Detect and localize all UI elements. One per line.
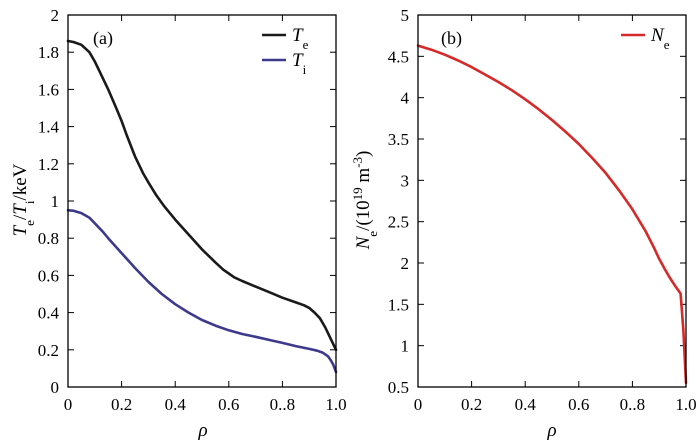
panel-a-y-tick-label: 0.6 bbox=[38, 266, 59, 285]
panel-b: 0 0.2 0.4 0.6 0..8 1.0 0.5 1 1.5 2 2.5 3 3.5 4 4.5 5 (b… bbox=[350, 6, 697, 441]
panel-b-y-tick-label: 5 bbox=[401, 6, 410, 25]
panel-b-y-tick-label: 0.5 bbox=[388, 378, 409, 397]
panel-b-x-axis-label: ρ bbox=[546, 420, 556, 441]
panel-b-y-tick-label: 3.5 bbox=[388, 130, 409, 149]
panel-a-y-tick-label: 2 bbox=[51, 6, 60, 25]
panel-b-y-tick-label: 3 bbox=[401, 171, 410, 190]
panel-b-y-tick-label: 1 bbox=[401, 337, 410, 356]
panel-a-y-tick-label: 1 bbox=[51, 192, 60, 211]
panel-b-x-tick-label: 1.0 bbox=[675, 395, 696, 414]
panel-a-y-tick-label: 1.6 bbox=[38, 80, 59, 99]
panel-a-y-tick-label: 1.2 bbox=[38, 155, 59, 174]
panel-b-x-tick-label: 0 bbox=[414, 395, 423, 414]
panel-b-x-tick-label: 0.4 bbox=[515, 395, 537, 414]
panel-b-x-tick-label: 0.2 bbox=[461, 395, 482, 414]
panel-a-x-axis-label: ρ bbox=[197, 420, 207, 441]
panel-b-ticks bbox=[417, 14, 687, 388]
panel-b-series-line-0 bbox=[416, 44, 688, 385]
panel-b-legend-label-0: Ne bbox=[650, 25, 670, 52]
panel-b-tick-labels: 0 0.2 0.4 0.6 0..8 1.0 0.5 1 1.5 2 2.5 3 3.5 4 4.5 5 bbox=[388, 6, 697, 414]
panel-b-y-axis-label: Ne/(1019 m-3) bbox=[350, 151, 380, 251]
panel-a-x-tick-label: 0.2 bbox=[111, 395, 132, 414]
panel-b-y-tick-label: 4 bbox=[401, 89, 410, 108]
panel-b-frame bbox=[417, 14, 687, 388]
panel-a-x-tick-label: 0.4 bbox=[165, 395, 187, 414]
panel-b-y-tick-label: 2.5 bbox=[388, 213, 409, 232]
panel-a-tick-labels: 0 0.2 0.4 0.6 0..8 1.0 0 0.2 0.4 0.6 0.8 1 1.2 1.4 1.6… bbox=[38, 6, 347, 414]
panel-a: 0 0.2 0.4 0.6 0..8 1.0 0 0.2 0.4 0.6 0.8 1 1.2 1.4 1.6… bbox=[10, 6, 347, 441]
panel-b-y-tick-label: 1.5 bbox=[388, 295, 409, 314]
panel-a-y-tick-label: 0 bbox=[51, 378, 60, 397]
panel-a-x-tick-label: 1.0 bbox=[325, 395, 346, 414]
panel-a-y-tick-label: 1.4 bbox=[38, 118, 60, 137]
panel-a-x-tick-label: 0 bbox=[64, 395, 73, 414]
panel-b-x-tick-label: 0..8 bbox=[620, 395, 646, 414]
panel-b-y-tick-label: 2 bbox=[401, 254, 410, 273]
panel-b-lines bbox=[416, 44, 688, 385]
panel-a-x-tick-label: 0.6 bbox=[218, 395, 239, 414]
panel-a-legend-label-1: Ti bbox=[292, 50, 307, 77]
panel-a-series-line-0 bbox=[66, 39, 338, 352]
panel-b-x-tick-label: 0.6 bbox=[568, 395, 589, 414]
panel-a-lines bbox=[66, 39, 338, 374]
panel-a-series-line-1 bbox=[66, 209, 338, 374]
panel-b-legend: Ne bbox=[621, 25, 670, 52]
panel-b-y-tick-label: 4.5 bbox=[388, 47, 409, 66]
panel-a-y-tick-label: 0.4 bbox=[38, 304, 60, 323]
panel-a-legend-label-0: Te bbox=[292, 25, 309, 52]
panel-a-y-tick-label: 0.2 bbox=[38, 341, 59, 360]
panel-a-y-tick-label: 0.8 bbox=[38, 229, 59, 248]
panel-b-tag: (b) bbox=[441, 28, 462, 49]
panel-a-x-tick-label: 0..8 bbox=[270, 395, 296, 414]
panel-a-y-tick-label: 1.8 bbox=[38, 43, 59, 62]
panel-a-y-axis-label: Te/Ti/keV bbox=[10, 163, 37, 236]
panel-a-tag: (a) bbox=[93, 28, 113, 49]
panel-a-frame bbox=[67, 14, 337, 388]
